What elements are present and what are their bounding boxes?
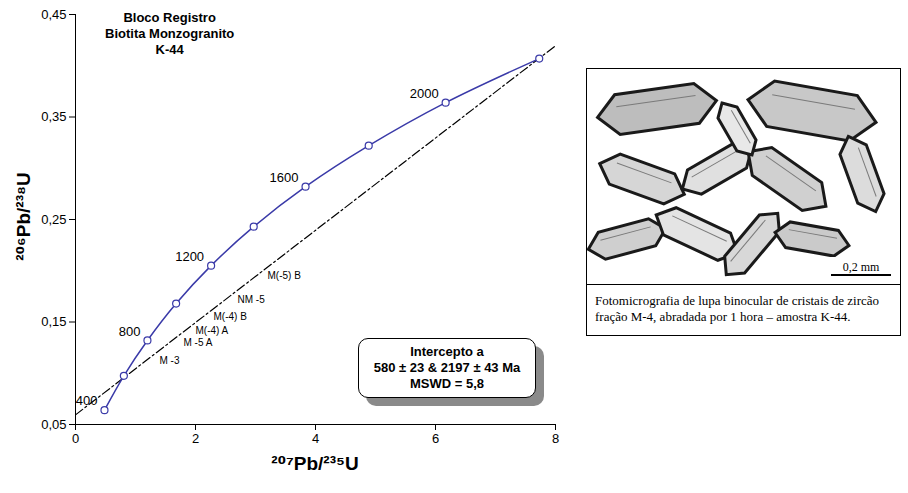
svg-text:M(-4) A: M(-4) A — [196, 325, 229, 336]
svg-text:M -3: M -3 — [160, 355, 180, 366]
svg-text:0,15: 0,15 — [41, 314, 66, 329]
html-text:Intercepto a: Intercepto a — [410, 344, 484, 359]
svg-text:2: 2 — [192, 431, 199, 446]
svg-text:0,05: 0,05 — [41, 417, 66, 432]
svg-text:M -5 A: M -5 A — [184, 337, 213, 348]
svg-text:NM -5: NM -5 — [238, 294, 266, 305]
svg-text:2000: 2000 — [410, 86, 439, 101]
html-text:²⁰⁶Pb/²³⁸U: ²⁰⁶Pb/²³⁸U — [12, 172, 34, 261]
svg-text:0,45: 0,45 — [41, 7, 66, 22]
svg-text:1200: 1200 — [175, 249, 204, 264]
svg-text:8: 8 — [552, 431, 559, 446]
html-text:Bloco Registro: Bloco Registro — [123, 10, 216, 25]
html-text:580 ± 23 & 2197 ± 43 Ma: 580 ± 23 & 2197 ± 43 Ma — [373, 360, 521, 375]
html-text:²⁰⁷Pb/²³⁵U: ²⁰⁷Pb/²³⁵U — [271, 453, 359, 474]
html-text:Fotomicrografia de lupa binocu: Fotomicrografia de lupa binocular de cri… — [595, 293, 880, 324]
svg-text:0,2 mm: 0,2 mm — [843, 260, 880, 274]
svg-text:800: 800 — [119, 324, 141, 339]
svg-text:4: 4 — [312, 431, 319, 446]
svg-text:400: 400 — [76, 393, 98, 408]
svg-text:M(-5) B: M(-5) B — [268, 270, 302, 281]
html-text:K-44: K-44 — [155, 42, 184, 57]
html-text:Biotita Monzogranito: Biotita Monzogranito — [105, 26, 235, 41]
svg-text:0: 0 — [72, 431, 79, 446]
html-text:MSWD = 5,8: MSWD = 5,8 — [410, 376, 484, 391]
svg-text:0,35: 0,35 — [41, 109, 66, 124]
svg-text:1600: 1600 — [270, 170, 299, 185]
svg-text:M(-4) B: M(-4) B — [214, 311, 248, 322]
svg-text:6: 6 — [432, 431, 439, 446]
svg-text:0,25: 0,25 — [41, 212, 66, 227]
